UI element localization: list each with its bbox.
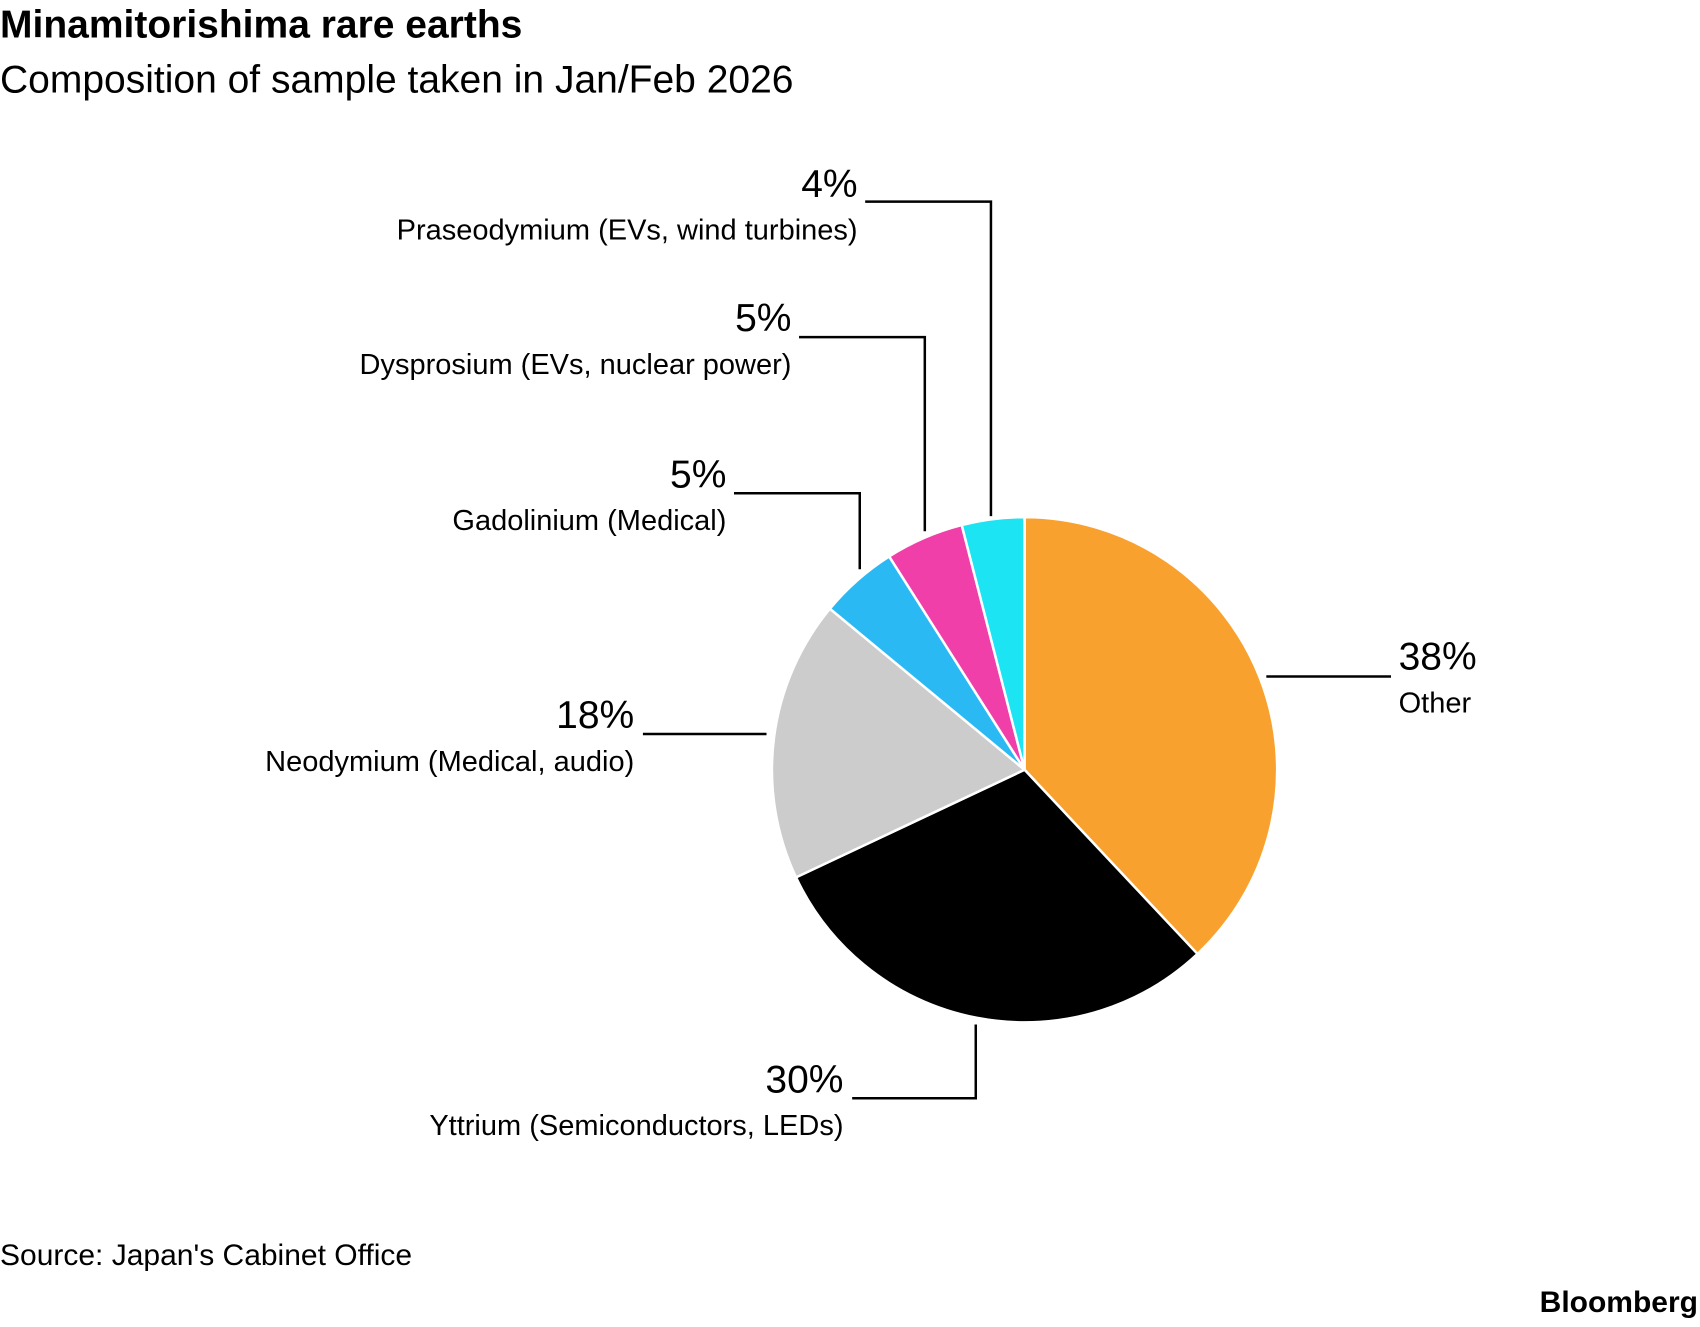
source: Source: Japan's Cabinet Office bbox=[0, 1239, 412, 1272]
value-label: 4% bbox=[801, 163, 857, 206]
pie-slice bbox=[794, 768, 1200, 1024]
category-label: Dysprosium (EVs, nuclear power) bbox=[360, 349, 792, 381]
value-label: 18% bbox=[556, 694, 634, 737]
leader-line bbox=[733, 492, 862, 570]
leader-line bbox=[865, 200, 993, 517]
category-label: Yttrium (Semiconductors, LEDs) bbox=[429, 1110, 843, 1142]
pie-slice bbox=[960, 515, 1026, 771]
pie-slice bbox=[1023, 515, 1279, 956]
value-label: 30% bbox=[765, 1058, 843, 1101]
leader-line bbox=[799, 335, 927, 532]
value-label: 5% bbox=[670, 453, 726, 496]
category-label: Gadolinium (Medical) bbox=[452, 505, 726, 537]
value-label: 38% bbox=[1399, 635, 1477, 678]
pie-slice bbox=[770, 606, 1027, 879]
category-label: Neodymium (Medical, audio) bbox=[265, 746, 634, 778]
value-label: 5% bbox=[735, 297, 791, 340]
leader-line bbox=[852, 1024, 978, 1100]
chart-title: Minamitorishima rare earths bbox=[0, 3, 522, 46]
chart-subtitle: Composition of sample taken in Jan/Feb 2… bbox=[0, 58, 793, 101]
category-label: Other bbox=[1399, 687, 1472, 719]
category-label: Praseodymium (EVs, wind turbines) bbox=[397, 215, 858, 247]
credit: Bloomberg bbox=[1540, 1286, 1698, 1319]
